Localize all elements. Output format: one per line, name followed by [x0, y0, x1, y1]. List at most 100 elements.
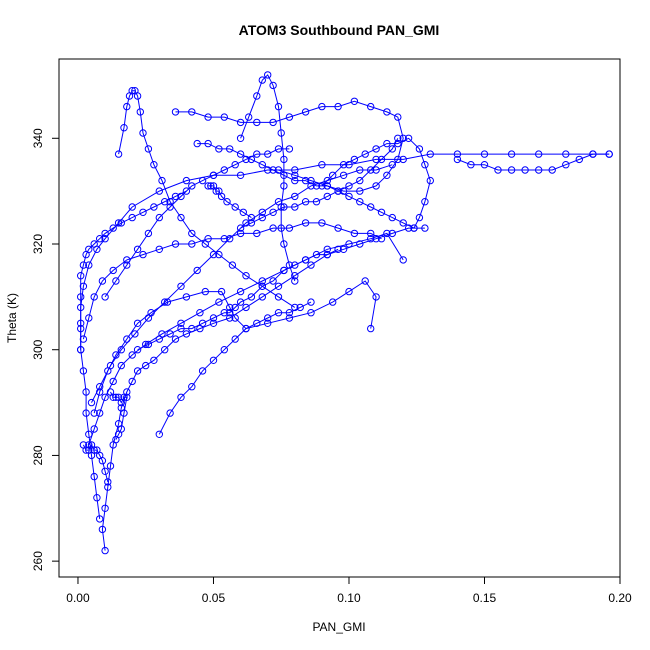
data-point	[367, 229, 375, 238]
data-point	[274, 102, 283, 111]
data-point	[79, 261, 88, 269]
data-point	[144, 145, 153, 153]
data-point	[209, 171, 218, 180]
data-point	[228, 261, 237, 269]
data-point	[264, 314, 272, 322]
data-point	[383, 171, 391, 180]
data-point	[188, 324, 196, 333]
data-point	[301, 198, 310, 206]
data-point	[269, 81, 277, 90]
data-point	[209, 314, 218, 322]
data-point	[98, 525, 107, 534]
data-point	[158, 176, 166, 185]
data-point	[421, 224, 429, 232]
data-point	[188, 182, 196, 190]
data-point	[217, 192, 226, 201]
data-point	[274, 145, 283, 153]
series-20	[318, 134, 434, 232]
data-point	[128, 213, 136, 222]
series-17	[236, 134, 402, 232]
data-point	[258, 277, 266, 285]
data-point	[236, 287, 245, 296]
data-point	[377, 235, 386, 243]
data-point	[318, 161, 326, 169]
data-point	[285, 314, 294, 322]
series-11	[106, 388, 131, 444]
data-point	[161, 346, 169, 354]
series-line	[321, 137, 431, 229]
data-point	[220, 113, 229, 121]
data-point	[109, 377, 117, 386]
y-tick-label: 340	[31, 128, 45, 148]
data-point	[399, 219, 407, 227]
series-line	[240, 138, 399, 229]
data-point	[215, 250, 223, 259]
data-point	[104, 483, 112, 491]
data-point	[410, 224, 418, 232]
series-15	[155, 298, 315, 438]
data-point	[166, 409, 174, 417]
data-point	[220, 309, 229, 317]
data-point	[204, 235, 212, 243]
data-point	[198, 176, 207, 185]
data-point	[212, 187, 220, 195]
data-point	[177, 213, 185, 222]
data-point	[177, 319, 185, 327]
data-point	[421, 198, 429, 206]
data-point	[562, 161, 570, 169]
data-point	[101, 393, 109, 401]
data-point	[123, 102, 131, 111]
y-axis-label: Theta (K)	[5, 293, 19, 343]
data-point	[207, 182, 215, 190]
data-point	[215, 298, 223, 306]
data-point	[388, 229, 396, 238]
x-tick-label: 0.00	[66, 591, 90, 605]
data-point	[356, 166, 364, 174]
data-point	[312, 182, 321, 190]
data-point	[139, 208, 147, 217]
series-4	[90, 277, 380, 417]
data-point	[120, 124, 128, 132]
data-point	[426, 176, 434, 185]
data-point	[226, 145, 234, 153]
data-point	[285, 309, 294, 317]
data-point	[242, 324, 250, 333]
data-point	[264, 150, 272, 158]
series-13	[204, 182, 256, 222]
data-point	[356, 198, 364, 206]
data-point	[269, 166, 277, 174]
plot-frame	[58, 58, 621, 578]
data-point	[85, 245, 93, 254]
data-point	[421, 161, 429, 169]
data-point	[247, 213, 256, 222]
data-point	[318, 182, 326, 190]
data-point	[280, 155, 288, 164]
data-point	[223, 198, 231, 206]
data-point	[150, 356, 158, 364]
data-point	[394, 155, 402, 164]
data-point	[90, 472, 98, 481]
series-14	[133, 245, 342, 354]
data-point	[182, 176, 191, 185]
series-line	[197, 143, 415, 229]
data-point	[399, 155, 407, 164]
data-point	[136, 108, 145, 116]
series-9	[79, 219, 386, 343]
series-3	[85, 229, 407, 449]
data-point	[93, 494, 101, 502]
data-point	[106, 462, 115, 470]
data-point	[198, 367, 207, 375]
data-point	[589, 150, 597, 158]
data-point	[361, 150, 369, 158]
data-point	[109, 266, 117, 275]
data-point	[188, 240, 196, 248]
data-point	[188, 383, 196, 391]
data-point	[226, 314, 234, 322]
data-point	[196, 309, 204, 317]
y-tick-label: 300	[31, 339, 45, 359]
data-point	[96, 235, 104, 243]
data-point	[85, 261, 93, 269]
data-point	[77, 293, 85, 301]
chart-title: ATOM3 Southbound PAN_GMI	[239, 22, 440, 38]
series-line	[137, 248, 339, 351]
